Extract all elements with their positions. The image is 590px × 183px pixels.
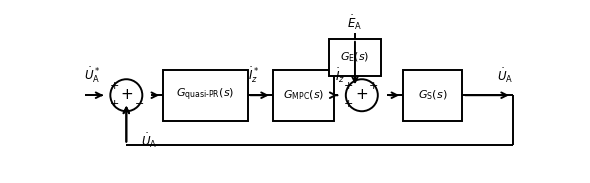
Text: $G_{\mathrm{E}}(s)$: $G_{\mathrm{E}}(s)$ xyxy=(340,50,370,64)
Text: $G_{\mathrm{S}}(s)$: $G_{\mathrm{S}}(s)$ xyxy=(418,88,447,102)
Text: +: + xyxy=(110,99,120,109)
Text: $\dot{U}_{\mathrm{A}}$: $\dot{U}_{\mathrm{A}}$ xyxy=(497,67,514,85)
Bar xyxy=(403,70,463,121)
Circle shape xyxy=(110,79,142,111)
Text: $+$: $+$ xyxy=(120,88,133,102)
Text: $\dot{I}^*_{z}$: $\dot{I}^*_{z}$ xyxy=(248,65,260,85)
Text: $\dot{U}^*_{\mathrm{A}}$: $\dot{U}^*_{\mathrm{A}}$ xyxy=(84,65,100,85)
Text: $\dot{I}_{z}$: $\dot{I}_{z}$ xyxy=(335,67,345,85)
Text: +: + xyxy=(369,81,378,91)
Text: −: − xyxy=(135,99,145,109)
Circle shape xyxy=(346,79,378,111)
Bar xyxy=(163,70,248,121)
Text: $+$: $+$ xyxy=(355,88,368,102)
Text: $\dot{U}_{\mathrm{A}}$: $\dot{U}_{\mathrm{A}}$ xyxy=(142,132,158,150)
Text: +: + xyxy=(343,99,353,109)
Text: $\dot{E}_{\mathrm{A}}$: $\dot{E}_{\mathrm{A}}$ xyxy=(348,13,362,32)
Bar xyxy=(329,39,382,76)
Text: +: + xyxy=(110,81,120,91)
Bar xyxy=(273,70,335,121)
Text: +: + xyxy=(343,81,353,91)
Text: $G_{\mathrm{MPC}}(s)$: $G_{\mathrm{MPC}}(s)$ xyxy=(283,88,324,102)
Text: $G_{\mathrm{quasi\text{-}PR}}(s)$: $G_{\mathrm{quasi\text{-}PR}}(s)$ xyxy=(176,87,234,103)
